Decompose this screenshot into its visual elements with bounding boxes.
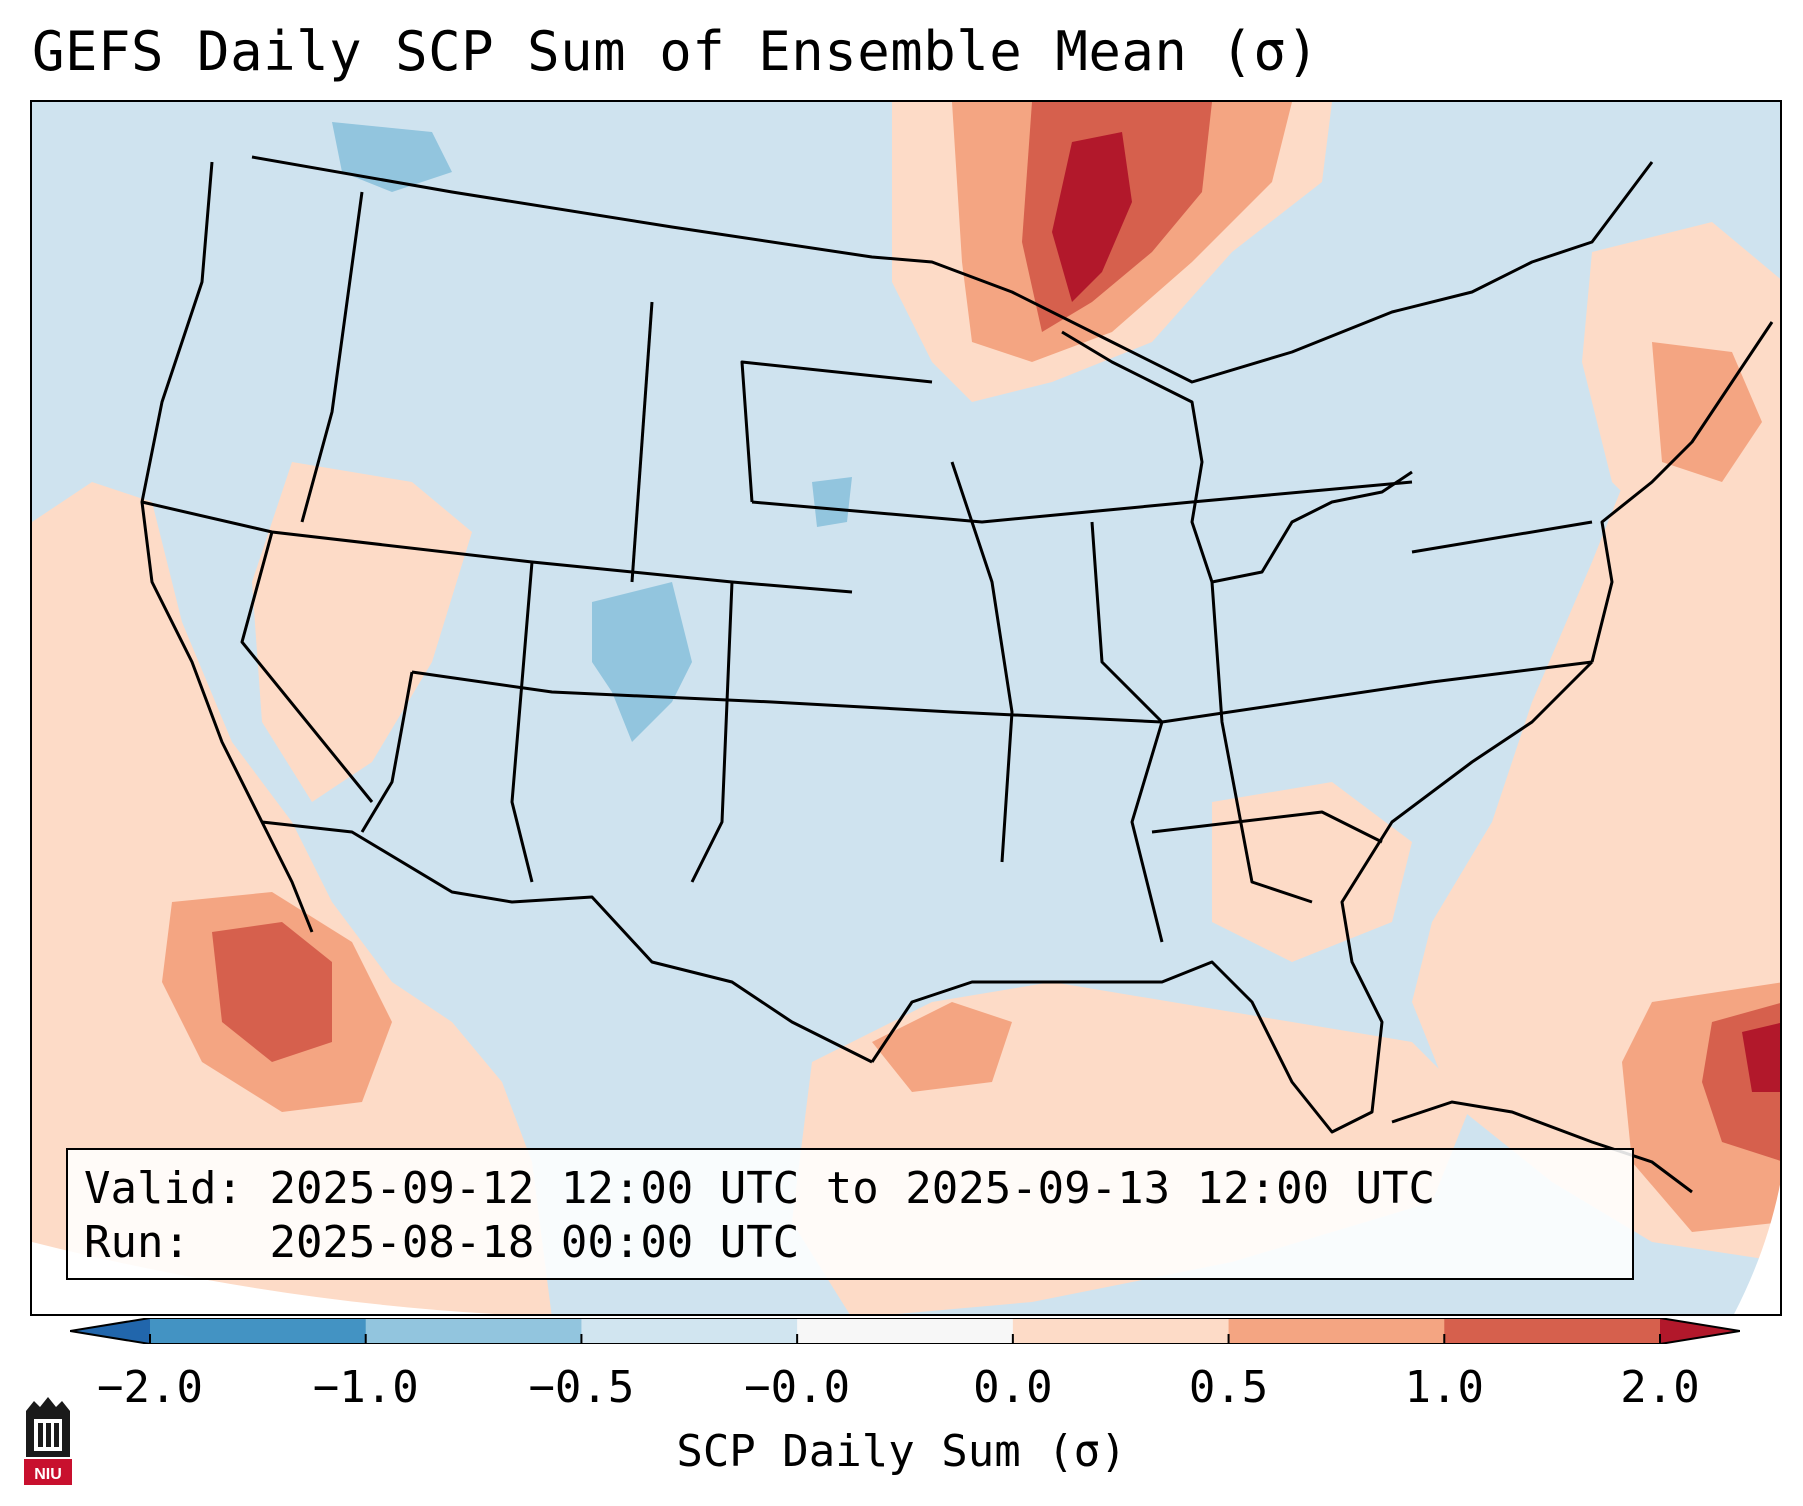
- colorbar-tick-label: 2.0: [1620, 1362, 1700, 1413]
- state-line-3: [411, 660, 1593, 724]
- anomaly-extreme-canada: [1052, 132, 1132, 302]
- map-title: GEFS Daily SCP Sum of Ensemble Mean (σ): [32, 20, 1320, 83]
- colorbar-tick-label: −2.0: [97, 1362, 203, 1413]
- run-row: Run: 2025-08-18 00:00 UTC: [84, 1216, 1616, 1270]
- logo-text: NIU: [34, 1466, 62, 1483]
- valid-value: 2025-09-12 12:00 UTC to 2025-09-13 12:00…: [269, 1163, 1436, 1214]
- us-canada-border: [251, 155, 1654, 384]
- us-mexico-border: [261, 820, 873, 1064]
- colorbar-under-extension: [70, 1318, 150, 1344]
- colorbar-tick-label: 1.0: [1404, 1362, 1485, 1413]
- colorbar-tick-label: −0.5: [528, 1362, 635, 1413]
- gulf-coast: [870, 660, 1594, 1134]
- colorbar-bin: [1444, 1318, 1661, 1344]
- projection-edge-bottom-right: [1734, 1184, 1780, 1314]
- colorbar-tick-label: −1.0: [312, 1362, 419, 1413]
- colorbar-tick-label: 0.5: [1188, 1362, 1269, 1413]
- state-line-4: [510, 561, 534, 883]
- state-line-12: [360, 671, 414, 833]
- anomaly-strong-baja: [212, 922, 332, 1062]
- state-line-10: [1210, 581, 1313, 904]
- colorbar-bin: [1012, 1318, 1230, 1344]
- state-line-5: [690, 581, 734, 883]
- run-value: 2025-08-18 00:00 UTC: [269, 1217, 800, 1268]
- projection-edge-bottom-left: [32, 1242, 495, 1314]
- state-line-15: [1411, 520, 1593, 554]
- state-line-13: [630, 301, 654, 583]
- colorbar-over-extension: [1660, 1318, 1740, 1344]
- colorbar-tick-label: 0.0: [973, 1362, 1053, 1413]
- map-canvas: [32, 102, 1780, 1314]
- state-line-1: [141, 500, 853, 594]
- colorbar-bin: [365, 1318, 582, 1344]
- anomaly-positive-southeast: [1212, 782, 1412, 962]
- anomaly-negative-colorado: [592, 582, 692, 742]
- colorbar-bin: [797, 1318, 1014, 1344]
- anomaly-positive-southwest-pacific: [32, 482, 552, 1314]
- valid-row: Valid: 2025-09-12 12:00 UTC to 2025-09-1…: [84, 1162, 1616, 1216]
- pacific-coast: [140, 161, 314, 933]
- state-line-7: [740, 360, 933, 503]
- niu-logo-icon: NIU: [24, 1397, 72, 1485]
- colorbar-bin: [581, 1318, 798, 1344]
- cuba-outline: [1391, 1100, 1693, 1194]
- atlantic-coast: [1590, 321, 1774, 663]
- state-line-8: [950, 461, 1014, 863]
- validity-info-box: Valid: 2025-09-12 12:00 UTC to 2025-09-1…: [66, 1148, 1634, 1280]
- state-line-6: [751, 480, 1413, 524]
- valid-label: Valid:: [84, 1163, 243, 1214]
- colorbar-bin: [1228, 1318, 1445, 1344]
- run-label: Run:: [84, 1217, 190, 1268]
- colorbar: [70, 1318, 1740, 1344]
- great-lakes-outline: [1061, 330, 1413, 584]
- anomaly-negative-idaho: [332, 122, 452, 192]
- anomaly-extreme-caribbean: [1742, 1022, 1780, 1092]
- map-panel: [30, 100, 1782, 1316]
- anomaly-field: [32, 102, 1780, 1314]
- anomaly-positive-great-basin: [252, 462, 472, 802]
- state-line-2: [240, 531, 374, 803]
- state-line-11: [1151, 810, 1383, 844]
- anomaly-negative-nebraska: [812, 477, 852, 527]
- state-line-9: [1090, 521, 1164, 943]
- colorbar-tick-label: −0.0: [744, 1362, 851, 1413]
- anomaly-medium-texas-coast: [872, 1002, 1012, 1092]
- colorbar-label: SCP Daily Sum (σ): [676, 1426, 1127, 1477]
- political-borders: [140, 155, 1774, 1134]
- state-line-14: [300, 191, 364, 523]
- colorbar-bin: [150, 1318, 367, 1344]
